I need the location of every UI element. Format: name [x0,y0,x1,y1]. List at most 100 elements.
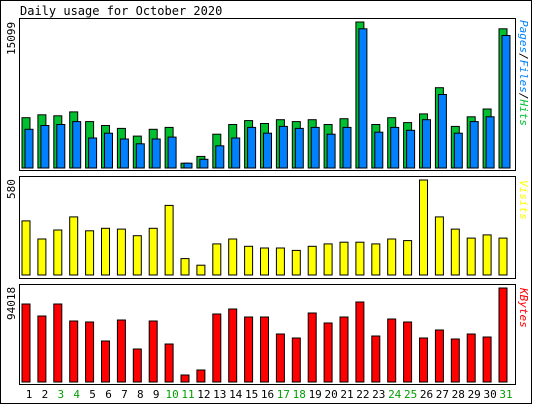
visits-bar [307,245,317,276]
ylabel-pages: Pages [517,20,530,53]
day-tick-label: 13 [213,388,226,401]
visits-bar [371,243,381,276]
kbytes-bar [148,320,158,383]
files-bar [326,133,336,169]
files-bar [40,125,50,169]
visits-bar [244,245,254,276]
kbytes-bar [339,316,349,383]
visits-bar [323,243,333,276]
visits-bar [164,204,174,276]
kbytes-bar [101,340,110,383]
visits-bar [450,228,460,276]
kbytes-bar [387,318,397,383]
day-tick-label: 7 [121,388,128,401]
day-tick-label: 10 [165,388,178,401]
visits-bar [498,237,508,276]
kbytes-bar [21,303,31,383]
day-tick-label: 14 [229,388,243,401]
kbytes-bar [291,337,301,383]
kbytes-bar [132,348,142,383]
files-bar [215,145,225,169]
files-bar [56,124,66,169]
files-bar [135,143,145,169]
day-tick-label: 25 [404,388,417,401]
visits-bar [403,240,413,276]
kbytes-bar [482,336,492,383]
kbytes-bar [244,316,254,383]
visits-bar [387,238,397,276]
kbytes-bar [434,329,444,383]
kbytes-bar [85,321,95,383]
day-tick-label: 24 [388,388,402,401]
kbytes-bar [371,335,381,383]
hits-files-bars [21,21,511,169]
files-bar [310,126,320,169]
day-tick-label: 31 [499,388,512,401]
kbytes-bar [196,369,206,383]
visits-ylabel: Visits [517,180,530,220]
files-bar [390,126,400,169]
day-tick-label: 5 [89,388,96,401]
visits-bars [21,179,508,276]
hits-max-label: 15099 [5,22,18,55]
files-bar [358,28,368,169]
ylabel-hits: Hits [517,99,530,127]
kbytes-bar [164,343,174,383]
files-bar [151,138,161,169]
hits-panel-frame [19,18,516,171]
files-bar [72,121,82,169]
files-bar [469,121,479,169]
kbytes-bar [403,321,413,383]
visits-bar [275,247,285,276]
kbytes-bar [69,320,79,383]
day-tick-label: 9 [153,388,160,401]
files-bar [183,162,193,169]
kbytes-bar [275,333,285,383]
files-bar [119,138,129,169]
ylabel-files: Files [517,60,530,93]
visits-bar [466,237,476,276]
files-bar [263,132,272,169]
day-tick-label: 17 [277,388,290,401]
visits-bar [116,228,126,276]
files-bar [247,126,257,169]
visits-bar [482,234,492,276]
files-bar [278,125,288,169]
day-tick-label: 6 [105,388,112,401]
kbytes-bar [323,322,333,383]
visits-max-label: 580 [5,179,18,199]
kbytes-bar [53,303,63,383]
day-tick-label: 16 [261,388,274,401]
kbytes-ylabel: KBytes [517,287,530,328]
day-tick-label: 28 [452,388,465,401]
visits-bar [69,216,79,276]
files-bar [231,137,241,169]
visits-bar [419,179,428,276]
visits-bar [212,243,222,276]
files-bar [501,35,511,169]
kbytes-bar [260,316,269,383]
kbytes-bar [466,333,476,383]
day-tick-label: 20 [324,388,337,401]
kbytes-bar [498,287,508,383]
day-tick-label: 30 [483,388,496,401]
kbytes-max-label: 94018 [5,287,18,320]
day-tick-label: 19 [309,388,322,401]
day-tick-label: 22 [356,388,369,401]
kbytes-bar [419,337,428,383]
visits-bar [260,247,269,276]
files-bar [88,137,98,169]
day-tick-label: 1 [26,388,33,401]
day-tick-label: 3 [57,388,64,401]
files-bar [485,116,495,169]
files-bar [453,132,463,169]
files-bar [406,129,416,169]
visits-bar [291,249,301,276]
files-bar [342,126,352,169]
visits-panel-frame [19,176,516,279]
day-tick-label: 15 [245,388,258,401]
day-tick-label: 18 [293,388,306,401]
visits-bar [37,238,47,276]
kbytes-bar [180,374,190,383]
kbytes-bar [212,313,222,383]
